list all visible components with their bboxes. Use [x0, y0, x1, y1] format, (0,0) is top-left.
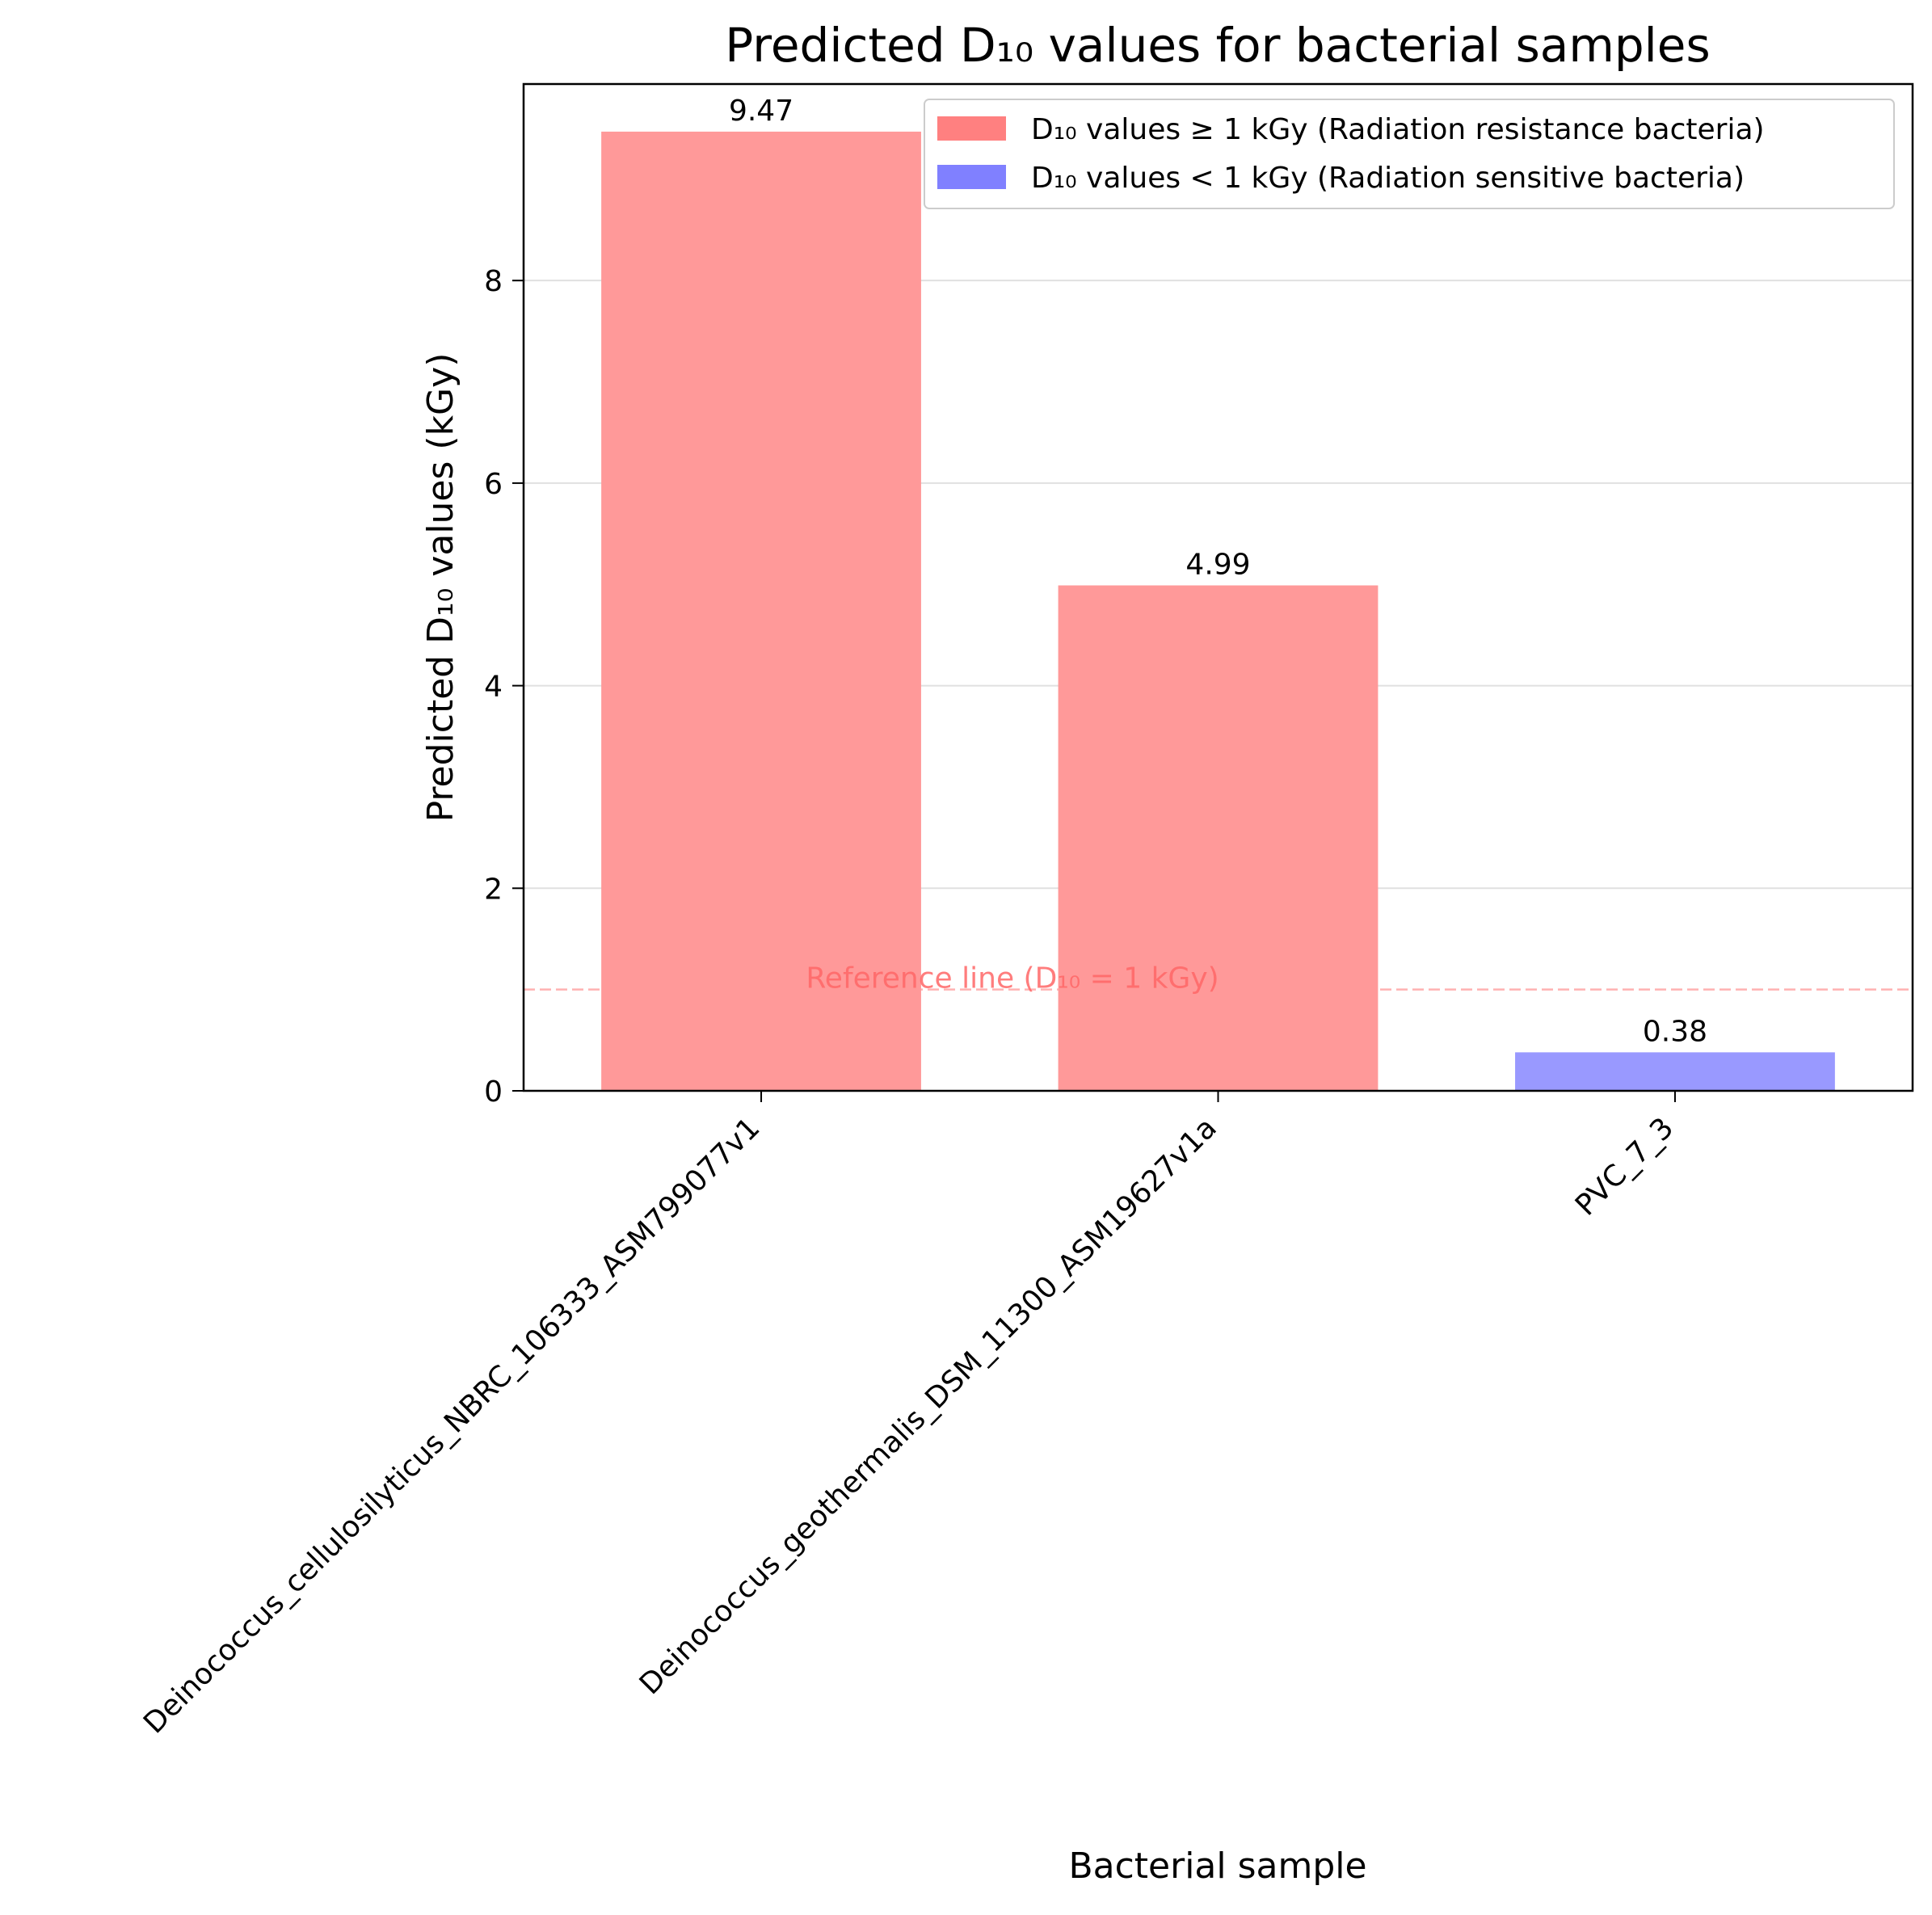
bars	[601, 131, 1835, 1091]
legend: D₁₀ values ≥ 1 kGy (Radiation resistance…	[924, 99, 1895, 209]
legend-label-resistant: D₁₀ values ≥ 1 kGy (Radiation resistance…	[1031, 113, 1765, 146]
y-axis-ticks: 0 2 4 6 8	[484, 265, 524, 1109]
bar-value-label: 4.99	[1185, 548, 1250, 581]
bar-value-label: 9.47	[729, 95, 793, 128]
bar	[1515, 1052, 1835, 1091]
bar	[1058, 585, 1378, 1091]
bar-value-label: 0.38	[1643, 1015, 1707, 1048]
legend-frame	[924, 99, 1895, 209]
x-axis-label: Bacterial sample	[1068, 1846, 1366, 1887]
chart-title: Predicted D₁₀ values for bacterial sampl…	[725, 18, 1710, 73]
y-tick-label: 6	[484, 468, 503, 501]
data-labels: 9.47 4.99 0.38	[729, 95, 1707, 1048]
legend-swatch-resistant	[937, 116, 1006, 141]
reference-line-label: Reference line (D₁₀ = 1 kGy)	[806, 962, 1219, 995]
legend-swatch-sensitive	[937, 165, 1006, 189]
bar	[601, 131, 921, 1091]
y-tick-label: 4	[484, 671, 503, 704]
y-tick-label: 0	[484, 1075, 503, 1109]
legend-label-sensitive: D₁₀ values < 1 kGy (Radiation sensitive …	[1031, 162, 1745, 195]
reference-label-group: Reference line (D₁₀ = 1 kGy)	[806, 962, 1219, 995]
y-tick-label: 8	[484, 265, 503, 298]
y-axis-label: Predicted D₁₀ values (kGy)	[420, 353, 461, 823]
y-tick-label: 2	[484, 873, 503, 906]
